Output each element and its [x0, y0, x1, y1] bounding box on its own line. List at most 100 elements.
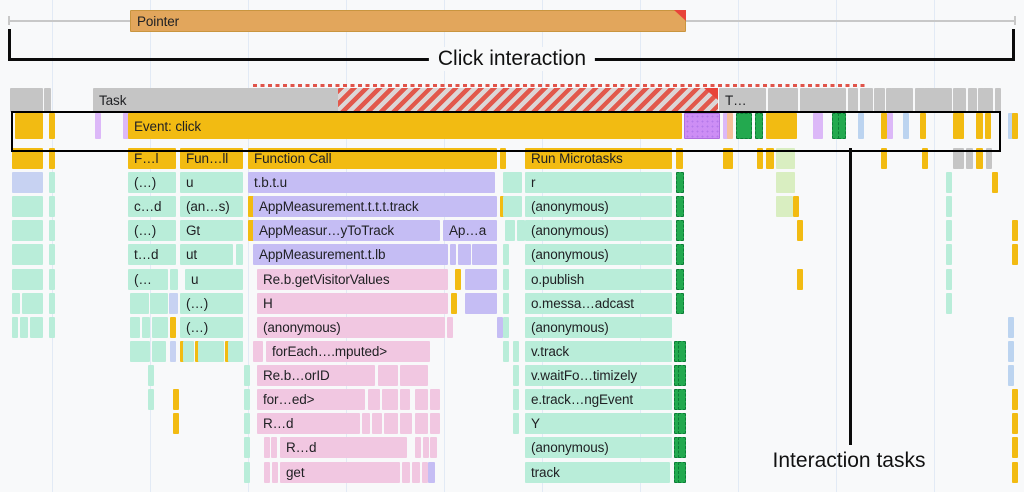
flame-fragment[interactable] — [465, 292, 497, 314]
flame-fragment[interactable] — [198, 340, 224, 362]
flame-fragment[interactable] — [920, 113, 926, 139]
flame-fragment[interactable] — [415, 413, 428, 435]
flame-fragment[interactable] — [402, 461, 410, 483]
bar-ut[interactable]: ut — [180, 244, 233, 266]
flame-fragment[interactable] — [10, 88, 43, 112]
flame-fragment[interactable] — [727, 113, 733, 139]
flame-fragment[interactable] — [986, 148, 992, 169]
bar-o-messa-adcast[interactable]: o.messa…adcast — [525, 292, 672, 314]
flame-fragment[interactable] — [503, 268, 509, 290]
bar-u[interactable]: u — [185, 268, 243, 290]
flame-fragment[interactable] — [271, 437, 277, 459]
flame-fragment[interactable] — [676, 268, 684, 290]
flame-fragment[interactable] — [891, 88, 913, 112]
flame-fragment[interactable] — [1008, 365, 1014, 387]
bar-h[interactable]: H — [257, 292, 448, 314]
bar-t[interactable]: T… — [719, 88, 766, 112]
flame-fragment[interactable] — [130, 292, 149, 314]
flame-fragment[interactable] — [919, 88, 925, 112]
flame-fragment[interactable] — [946, 196, 952, 218]
flame-fragment[interactable] — [272, 461, 278, 483]
flame-fragment[interactable] — [678, 461, 686, 483]
flame-fragment[interactable] — [513, 389, 519, 411]
flame-fragment[interactable] — [1012, 244, 1018, 266]
flame-fragment[interactable] — [148, 389, 154, 411]
flame-fragment[interactable] — [152, 316, 168, 338]
flame-fragment[interactable] — [503, 196, 522, 218]
flame-fragment[interactable] — [1012, 113, 1018, 139]
flame-fragment[interactable] — [455, 268, 461, 290]
bar-gt[interactable]: Gt — [180, 220, 243, 242]
flame-fragment[interactable] — [142, 316, 150, 338]
bar-ap-a[interactable]: Ap…a — [443, 220, 497, 242]
flame-fragment[interactable] — [244, 437, 250, 459]
flame-fragment[interactable] — [928, 88, 952, 112]
flame-fragment[interactable] — [983, 88, 993, 112]
flame-fragment[interactable] — [946, 268, 952, 290]
flame-fragment[interactable] — [12, 316, 18, 338]
flame-fragment[interactable] — [428, 461, 435, 483]
flame-fragment[interactable] — [513, 413, 519, 435]
bar-anonymous[interactable]: (anonymous) — [525, 316, 672, 338]
flame-fragment[interactable] — [957, 88, 966, 112]
flame-fragment[interactable] — [415, 437, 421, 459]
flame-fragment[interactable] — [12, 148, 43, 169]
flame-fragment[interactable] — [723, 113, 729, 139]
flame-fragment[interactable] — [447, 316, 453, 338]
flame-fragment[interactable] — [887, 113, 893, 139]
bar-for-ed[interactable]: for…ed> — [257, 389, 365, 411]
flame-fragment[interactable] — [946, 292, 952, 314]
flame-fragment[interactable] — [676, 220, 684, 242]
flame-fragment[interactable] — [465, 268, 497, 290]
flame-fragment[interactable] — [503, 244, 509, 266]
flame-fragment[interactable] — [458, 244, 471, 266]
flame-fragment[interactable] — [968, 88, 977, 112]
flame-fragment[interactable] — [1012, 389, 1018, 411]
bar-r-d[interactable]: R…d — [280, 437, 407, 459]
flame-fragment[interactable] — [1012, 437, 1018, 459]
flame-fragment[interactable] — [12, 196, 43, 218]
flame-fragment[interactable] — [228, 340, 243, 362]
flame-fragment[interactable] — [12, 292, 20, 314]
flame-fragment[interactable] — [768, 88, 798, 112]
flame-fragment[interactable] — [922, 148, 928, 169]
flame-fragment[interactable] — [757, 148, 763, 169]
bar-f-l[interactable]: F…l — [128, 148, 176, 169]
flame-fragment[interactable] — [976, 113, 983, 139]
flame-fragment[interactable] — [49, 196, 55, 218]
flame-fragment[interactable] — [49, 148, 55, 169]
bar-[interactable]: (…) — [180, 292, 243, 314]
flame-fragment[interactable] — [946, 244, 952, 266]
flame-fragment[interactable] — [903, 113, 909, 139]
flame-fragment[interactable] — [505, 220, 515, 242]
flame-fragment[interactable] — [450, 244, 456, 266]
bar-r[interactable]: r — [525, 172, 672, 194]
flame-fragment[interactable] — [49, 316, 55, 338]
flame-fragment[interactable] — [497, 316, 503, 338]
flame-fragment[interactable] — [169, 292, 178, 314]
bar-t-d[interactable]: t…d — [128, 244, 176, 266]
bar-v-waitfo-timizely[interactable]: v.waitFo…timizely — [525, 365, 672, 387]
bar-e-track-ngevent[interactable]: e.track…ngEvent — [525, 389, 672, 411]
flame-fragment[interactable] — [264, 461, 270, 483]
flame-fragment[interactable] — [472, 244, 497, 266]
bar-anonymous[interactable]: (anonymous) — [525, 437, 672, 459]
flame-fragment[interactable] — [503, 172, 522, 194]
flame-fragment[interactable] — [170, 316, 176, 338]
bar-[interactable]: (…) — [128, 220, 176, 242]
flame-fragment[interactable] — [264, 437, 270, 459]
flame-fragment[interactable] — [400, 365, 428, 387]
bar-foreach-mputed[interactable]: forEach….mputed> — [266, 340, 430, 362]
flame-fragment[interactable] — [678, 413, 686, 435]
bar-anonymous[interactable]: (anonymous) — [257, 316, 445, 338]
flame-fragment[interactable] — [236, 244, 243, 266]
flame-fragment[interactable] — [776, 148, 795, 169]
flame-fragment[interactable] — [978, 88, 984, 112]
flame-fragment[interactable] — [130, 340, 150, 362]
flame-fragment[interactable] — [946, 220, 952, 242]
flame-fragment[interactable] — [992, 172, 998, 194]
flame-fragment[interactable] — [776, 172, 795, 194]
flame-fragment[interactable] — [924, 88, 930, 112]
pointer-interaction-bar[interactable]: Pointer — [130, 10, 686, 32]
bar-task[interactable]: Task — [93, 88, 338, 112]
